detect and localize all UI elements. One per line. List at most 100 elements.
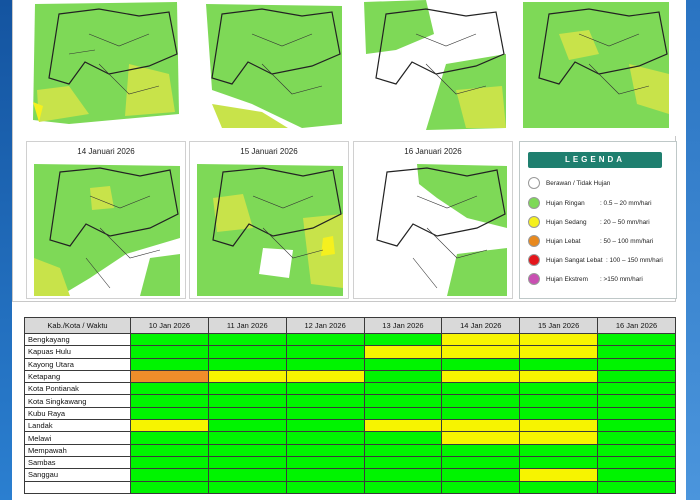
forecast-cell (441, 443, 521, 457)
forecast-cell (597, 443, 676, 457)
forecast-cell (130, 468, 209, 482)
legend-label: Hujan Sedang (546, 218, 587, 226)
table-row: Kayong Utara (24, 357, 676, 371)
rainfall-map (192, 0, 346, 134)
legend-item: Hujan Sedang : 20 – 50 mm/hari (528, 215, 650, 229)
legend-label: Hujan Ringan (546, 199, 585, 207)
legend-label: Berawan / Tidak Hujan (546, 179, 611, 187)
forecast-cell (519, 382, 599, 396)
table-row: Kubu Raya (24, 406, 676, 421)
map-panel-11-jan (189, 0, 349, 136)
forecast-cell (519, 419, 599, 433)
forecast-cell (285, 443, 365, 457)
column-header: 14 Jan 2026 (441, 317, 521, 334)
forecast-cell (130, 406, 209, 421)
map-panel-10-jan (26, 0, 186, 136)
table-row: Landak (24, 419, 676, 433)
forecast-cell (519, 468, 599, 482)
legend-item: Hujan Lebat : 50 – 100 mm/hari (528, 234, 653, 248)
forecast-cell (441, 431, 521, 445)
map-area: 14 Januari 2026 15 Januari 2026 16 Janua… (12, 0, 677, 302)
forecast-cell (130, 455, 209, 470)
forecast-cell (441, 345, 521, 359)
forecast-cell (363, 455, 443, 470)
forecast-cell (441, 419, 521, 433)
column-header: 15 Jan 2026 (519, 317, 599, 334)
forecast-cell (285, 332, 365, 347)
legend-range: : 100 – 150 mm/hari (606, 256, 663, 264)
forecast-cell (441, 406, 521, 421)
rainfall-map (356, 0, 510, 134)
forecast-cell (363, 332, 443, 347)
forecast-cell (597, 369, 676, 384)
forecast-cell (363, 468, 443, 482)
forecast-cell (130, 394, 209, 408)
legend-title: LEGENDA (528, 152, 662, 168)
forecast-cell (285, 419, 365, 433)
table-row: Bengkayang (24, 332, 676, 347)
table-body: Bengkayang Kapuas Hulu Kayong Utara Ketapan… (24, 332, 676, 494)
legend-range: : 50 – 100 mm/hari (600, 237, 654, 245)
forecast-cell (363, 369, 443, 384)
forecast-cell (285, 406, 365, 421)
legend-swatch (528, 254, 540, 266)
regency-name: Sambas (24, 455, 131, 470)
legend-box: LEGENDA Berawan / Tidak Hujan Hujan Ring… (519, 141, 677, 299)
forecast-cell (519, 406, 599, 421)
forecast-cell (519, 455, 599, 470)
regency-name: Kubu Raya (24, 406, 131, 421)
rainfall-map (519, 0, 673, 134)
legend-item: Hujan Ekstrem : >150 mm/hari (528, 272, 643, 286)
forecast-cell (363, 419, 443, 433)
legend-range: : >150 mm/hari (600, 275, 643, 283)
regency-name: Bengkayang (24, 332, 131, 347)
forecast-cell (207, 468, 287, 482)
forecast-cell (207, 345, 287, 359)
forecast-cell (363, 480, 443, 494)
forecast-cell (519, 357, 599, 371)
forecast-cell (285, 394, 365, 408)
forecast-cell (597, 455, 676, 470)
regency-name: Kayong Utara (24, 357, 131, 371)
forecast-cell (207, 382, 287, 396)
forecast-cell (207, 369, 287, 384)
forecast-cell (207, 419, 287, 433)
forecast-cell (207, 455, 287, 470)
rainfall-map (357, 158, 511, 298)
regency-name (24, 480, 131, 494)
column-header: 10 Jan 2026 (130, 317, 209, 334)
table-row: Sanggau (24, 468, 676, 482)
forecast-cell (363, 382, 443, 396)
legend-label: Hujan Lebat (546, 237, 581, 245)
table-row: Kapuas Hulu (24, 345, 676, 359)
table-row: Mempawah (24, 443, 676, 457)
map-panel-16-jan: 16 Januari 2026 (353, 141, 513, 299)
forecast-cell (441, 357, 521, 371)
forecast-cell (519, 480, 599, 494)
forecast-cell (363, 431, 443, 445)
column-header: 11 Jan 2026 (207, 317, 287, 334)
forecast-cell (519, 369, 599, 384)
forecast-cell (130, 357, 209, 371)
map-date-title: 14 Januari 2026 (77, 147, 135, 156)
forecast-cell (130, 332, 209, 347)
forecast-cell (597, 431, 676, 445)
map-panel-15-jan: 15 Januari 2026 (189, 141, 349, 299)
legend-swatch (528, 177, 540, 189)
forecast-cell (441, 480, 521, 494)
forecast-cell (207, 431, 287, 445)
forecast-cell (519, 345, 599, 359)
forecast-cell (130, 431, 209, 445)
regency-name: Landak (24, 419, 131, 433)
legend-label: Hujan Ekstrem (546, 275, 588, 283)
forecast-cell (130, 443, 209, 457)
column-header: 13 Jan 2026 (363, 317, 443, 334)
forecast-cell (441, 369, 521, 384)
forecast-cell (285, 369, 365, 384)
forecast-cell (130, 369, 209, 384)
rainfall-map (193, 158, 347, 298)
regency-name: Sanggau (24, 468, 131, 482)
table-row: Kota Singkawang (24, 394, 676, 408)
forecast-cell (285, 468, 365, 482)
rainfall-map (29, 0, 183, 134)
